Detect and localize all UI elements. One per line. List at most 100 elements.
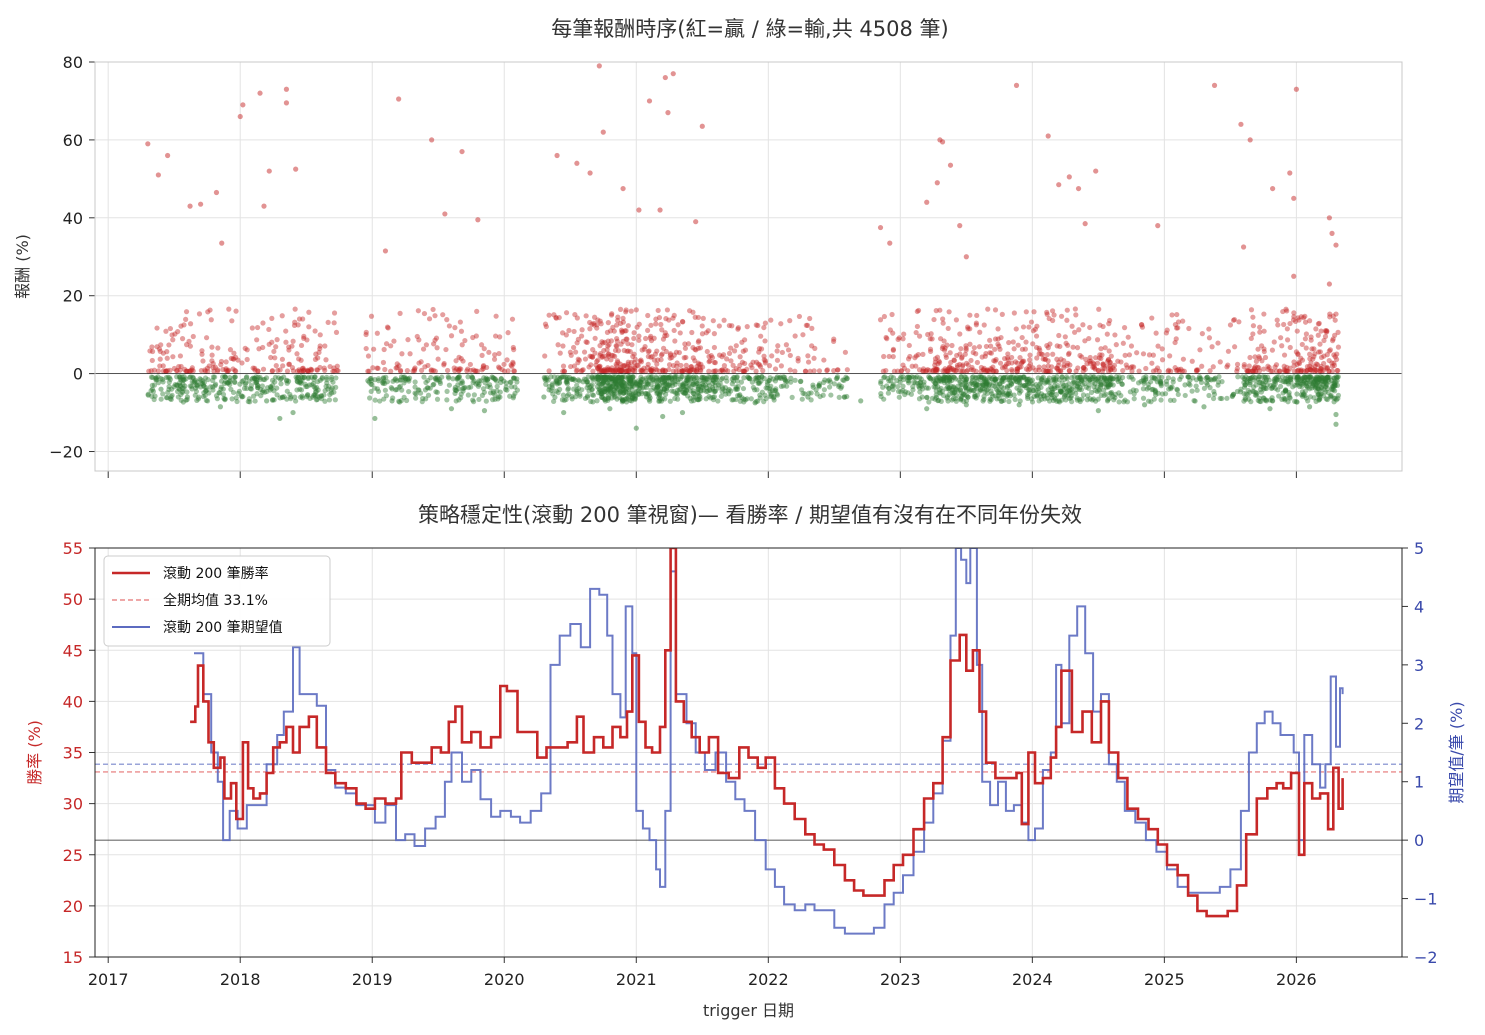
loss-point xyxy=(679,383,685,390)
loss-point xyxy=(734,386,741,392)
loss-point xyxy=(683,390,689,396)
loss-point xyxy=(226,380,232,386)
loss-point xyxy=(898,374,904,380)
win-point xyxy=(792,368,798,374)
loss-point xyxy=(483,398,489,404)
loss-point xyxy=(627,397,633,404)
loss-point xyxy=(145,392,151,398)
loss-point xyxy=(468,384,474,390)
loss-point xyxy=(365,378,371,384)
loss-point xyxy=(1096,386,1102,393)
loss-point xyxy=(1011,392,1017,398)
loss-point xyxy=(479,392,485,398)
win-point xyxy=(1159,357,1166,363)
loss-point xyxy=(1095,378,1101,384)
loss-point xyxy=(950,374,957,380)
loss-point xyxy=(1025,395,1031,401)
loss-point xyxy=(1005,383,1011,389)
loss-point xyxy=(709,374,716,380)
loss-point xyxy=(482,380,488,386)
loss-point xyxy=(659,379,665,385)
loss-point xyxy=(554,378,560,384)
loss-point xyxy=(1001,385,1007,391)
win-point xyxy=(1002,363,1009,369)
win-point xyxy=(877,224,884,231)
loss-point xyxy=(657,398,663,404)
loss-point xyxy=(688,384,694,390)
loss-point xyxy=(1247,389,1253,395)
win-point xyxy=(627,365,633,372)
win-point xyxy=(587,319,593,326)
loss-point xyxy=(626,379,632,386)
win-point xyxy=(756,349,762,355)
loss-point xyxy=(610,374,616,380)
loss-point xyxy=(1028,396,1035,402)
loss-point xyxy=(1074,397,1080,403)
loss-point xyxy=(564,374,570,380)
win-point xyxy=(1301,368,1307,374)
loss-point xyxy=(685,379,691,386)
loss-point xyxy=(890,387,896,393)
win-point xyxy=(807,315,813,322)
loss-point xyxy=(684,375,690,381)
loss-point xyxy=(1140,395,1147,401)
loss-point xyxy=(622,383,628,389)
win-point xyxy=(733,343,739,349)
win-point xyxy=(266,326,272,333)
loss-point xyxy=(1271,378,1277,384)
loss-point xyxy=(258,393,264,399)
loss-point xyxy=(1211,391,1218,397)
loss-point xyxy=(1007,375,1013,381)
win-point xyxy=(682,341,688,347)
loss-point xyxy=(1310,380,1317,386)
loss-point xyxy=(694,380,700,387)
win-point xyxy=(749,365,755,371)
loss-point xyxy=(757,395,763,401)
loss-point xyxy=(718,376,725,382)
loss-point xyxy=(718,393,724,399)
loss-point xyxy=(669,383,676,389)
loss-point xyxy=(1251,388,1257,395)
win-point xyxy=(968,367,974,373)
loss-point xyxy=(303,383,309,390)
win-point xyxy=(651,335,657,341)
win-point xyxy=(940,343,946,350)
loss-point xyxy=(184,389,190,395)
loss-point xyxy=(255,382,261,389)
loss-point xyxy=(917,380,923,386)
win-point xyxy=(321,365,327,371)
loss-point xyxy=(619,375,625,381)
loss-point xyxy=(1001,397,1007,404)
loss-point xyxy=(1046,375,1052,381)
loss-point xyxy=(1119,381,1125,387)
loss-point xyxy=(597,374,603,381)
loss-point xyxy=(717,380,723,386)
loss-point xyxy=(163,394,170,401)
loss-point xyxy=(1116,376,1122,382)
loss-point xyxy=(933,375,940,381)
loss-point xyxy=(476,378,482,384)
loss-point xyxy=(1277,383,1284,390)
loss-point xyxy=(396,384,402,390)
loss-point xyxy=(1119,381,1125,387)
win-point xyxy=(772,366,779,372)
loss-point xyxy=(512,384,518,390)
loss-point xyxy=(759,374,765,380)
loss-point xyxy=(328,390,335,396)
loss-point xyxy=(1229,393,1235,400)
loss-point xyxy=(1331,380,1337,386)
loss-point xyxy=(1252,375,1258,381)
loss-point xyxy=(930,378,936,384)
loss-point xyxy=(325,386,331,392)
loss-point xyxy=(990,393,996,399)
win-point xyxy=(158,342,164,348)
loss-point xyxy=(150,388,156,395)
loss-point xyxy=(720,386,726,392)
win-point xyxy=(1250,368,1257,374)
loss-point xyxy=(1262,374,1269,380)
win-point xyxy=(296,367,302,373)
win-point xyxy=(633,307,639,313)
win-point xyxy=(641,365,647,371)
loss-point xyxy=(715,398,721,404)
win-point xyxy=(954,362,961,368)
